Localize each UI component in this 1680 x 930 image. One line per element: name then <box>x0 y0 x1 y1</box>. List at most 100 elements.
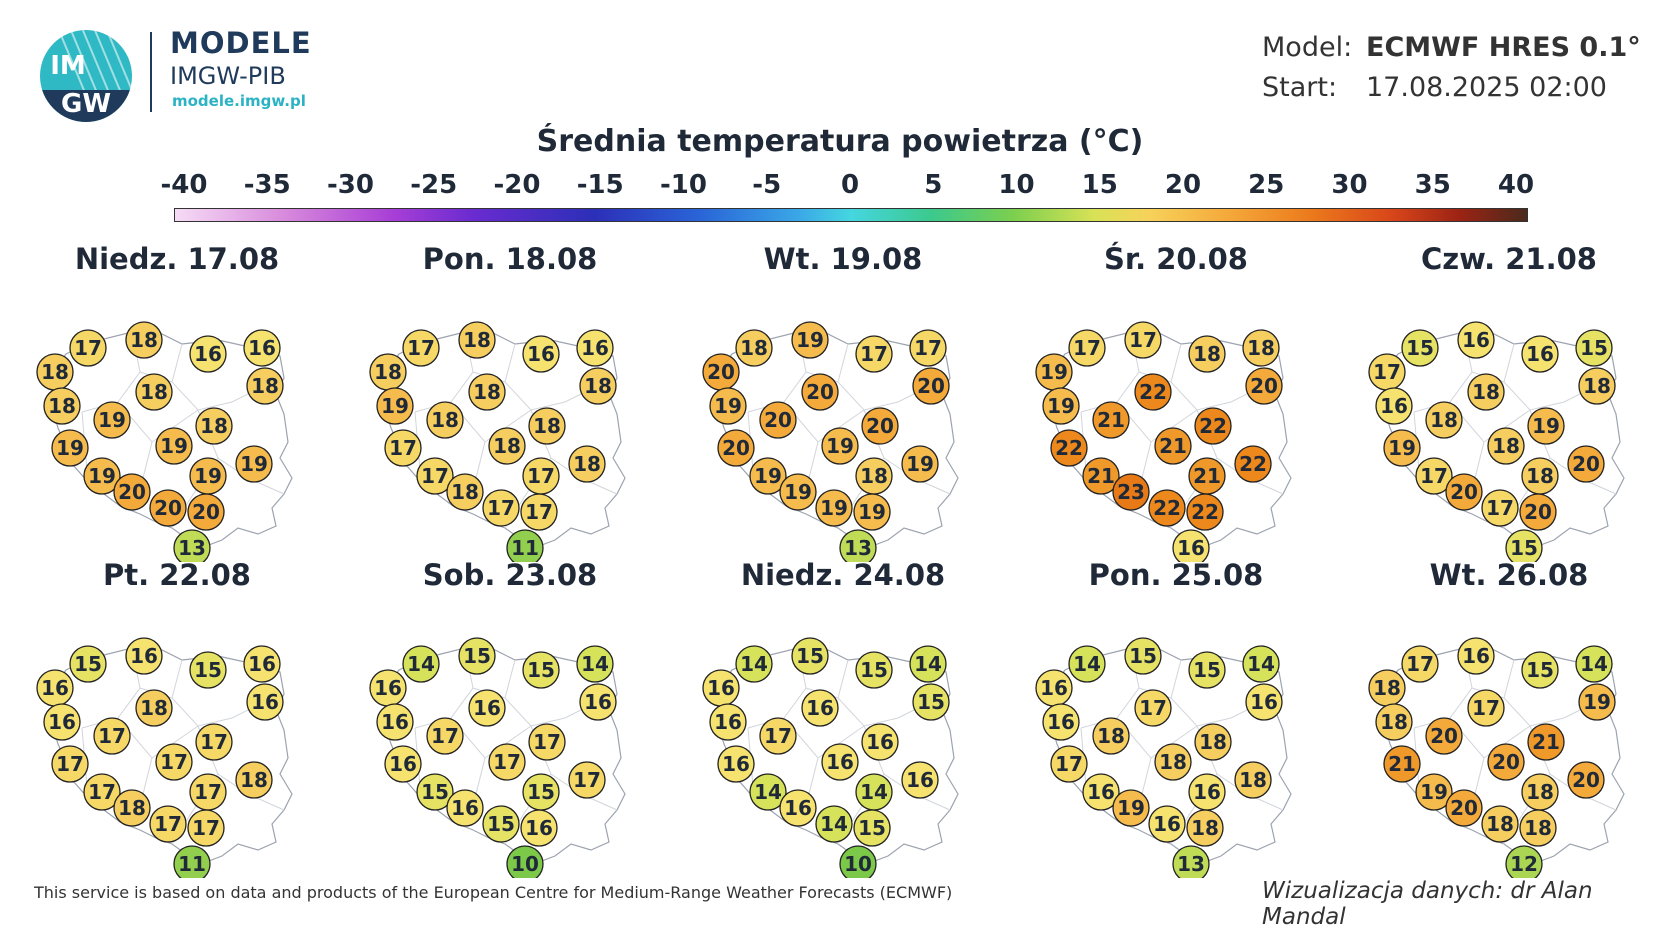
temperature-value: 16 <box>1462 328 1490 352</box>
temperature-bubble <box>821 743 859 781</box>
temperature-bubble <box>1487 427 1525 465</box>
legend-tick-label: -10 <box>660 170 707 200</box>
temperature-bubble <box>1425 401 1463 439</box>
temperature-bubble <box>1186 809 1224 847</box>
temperature-bubble <box>815 805 853 843</box>
temperature-value: 17 <box>200 730 228 754</box>
temperature-bubble <box>125 637 163 675</box>
brand-title: MODELE <box>170 26 312 60</box>
temperature-bubble <box>1457 637 1495 675</box>
temperature-value: 18 <box>118 796 146 820</box>
temperature-value: 17 <box>1373 360 1401 384</box>
model-value: ECMWF HRES 0.1° <box>1366 32 1641 63</box>
temperature-value: 14 <box>860 780 888 804</box>
temperature-value: 19 <box>56 436 84 460</box>
temperature-value: 15 <box>463 644 491 668</box>
temperature-bubble <box>1148 489 1186 527</box>
temperature-value: 14 <box>407 652 435 676</box>
start-label: Start: <box>1262 72 1338 103</box>
temperature-value: 14 <box>1580 652 1608 676</box>
temperature-bubble <box>458 321 496 359</box>
legend-tick-label: 30 <box>1331 170 1368 200</box>
temperature-bubble <box>901 761 939 799</box>
temperature-bubble <box>1148 805 1186 843</box>
temperature-value: 20 <box>1572 452 1600 476</box>
temperature-value: 17 <box>194 780 222 804</box>
temperature-bubble <box>1082 457 1120 495</box>
temperature-bubble <box>1521 335 1559 373</box>
temperature-value: 15 <box>527 658 555 682</box>
legend-tick-label: -35 <box>243 170 291 200</box>
temperature-bubble <box>506 529 544 562</box>
forecast-panel: 14 15 16 15 14 16 16 16 17 17 16 17 17 15 15 16 15 16 10 So… <box>355 558 665 878</box>
temperature-value: 17 <box>74 336 102 360</box>
temperature-bubble <box>83 773 121 811</box>
temperature-value: 15 <box>194 658 222 682</box>
temperature-bubble <box>759 401 797 439</box>
temperature-value: 17 <box>389 436 417 460</box>
temperature-value: 18 <box>1159 750 1187 774</box>
temperature-value: 18 <box>1524 816 1552 840</box>
temperature-bubble <box>801 373 839 411</box>
temperature-value: 15 <box>527 780 555 804</box>
temperature-bubble <box>149 805 187 843</box>
temperature-value: 19 <box>1420 780 1448 804</box>
temperature-bubble <box>155 427 193 465</box>
temperature-bubble <box>402 645 440 683</box>
temperature-value: 16 <box>130 644 158 668</box>
temperature-value: 15 <box>1510 536 1538 560</box>
temperature-value: 17 <box>487 496 515 520</box>
temperature-bubble <box>853 809 891 847</box>
temperature-bubble <box>195 407 233 445</box>
temperature-value: 17 <box>192 816 220 840</box>
temperature-bubble <box>93 717 131 755</box>
temperature-bubble <box>735 329 773 367</box>
model-label: Model: <box>1262 32 1353 63</box>
temperature-bubble <box>815 489 853 527</box>
temperature-bubble <box>1505 845 1543 878</box>
temperature-value: 20 <box>806 380 834 404</box>
temperature-value: 13 <box>1177 852 1205 876</box>
temperature-value: 17 <box>527 464 555 488</box>
legend-tick-label: -15 <box>576 170 624 200</box>
temperature-value: 11 <box>178 852 206 876</box>
temperature-value: 18 <box>463 328 491 352</box>
temperature-value: 19 <box>906 452 934 476</box>
temperature-value: 20 <box>1572 768 1600 792</box>
temperature-value: 22 <box>1055 436 1083 460</box>
temperature-bubble <box>861 407 899 445</box>
temperature-value: 18 <box>140 696 168 720</box>
temperature-value: 20 <box>1250 374 1278 398</box>
forecast-panel: 15 16 17 16 15 18 16 18 18 19 19 18 20 17 18 20 17 20 15 Cz… <box>1354 242 1664 562</box>
temperature-value: 18 <box>1373 676 1401 700</box>
temperature-value: 16 <box>374 676 402 700</box>
temperature-value: 19 <box>858 500 886 524</box>
temperature-value: 16 <box>1087 780 1115 804</box>
temperature-value: 16 <box>1153 812 1181 836</box>
temperature-value: 18 <box>200 414 228 438</box>
temperature-value: 18 <box>584 374 612 398</box>
temperature-value: 18 <box>1472 380 1500 404</box>
temperature-value: 16 <box>451 796 479 820</box>
temperature-bubble <box>759 717 797 755</box>
temperature-bubble <box>1425 717 1463 755</box>
temperature-value: 14 <box>581 652 609 676</box>
temperature-value: 16 <box>1526 342 1554 366</box>
temperature-bubble <box>1188 651 1226 689</box>
temperature-bubble <box>1186 493 1224 531</box>
temperature-bubble <box>1112 473 1150 511</box>
legend-tick-label: 0 <box>840 170 860 200</box>
brand-url-link[interactable]: modele.imgw.pl <box>172 92 306 110</box>
temperature-value: 21 <box>1193 464 1221 488</box>
temperature-bubble <box>468 373 506 411</box>
temperature-value: 17 <box>764 724 792 748</box>
temperature-value: 19 <box>381 394 409 418</box>
temperature-bubble <box>1575 329 1613 367</box>
temperature-bubble <box>1578 367 1616 405</box>
temperature-value: 20 <box>866 414 894 438</box>
temperature-value: 16 <box>584 690 612 714</box>
temperature-value: 20 <box>917 374 945 398</box>
temperature-bubble <box>1172 529 1210 562</box>
